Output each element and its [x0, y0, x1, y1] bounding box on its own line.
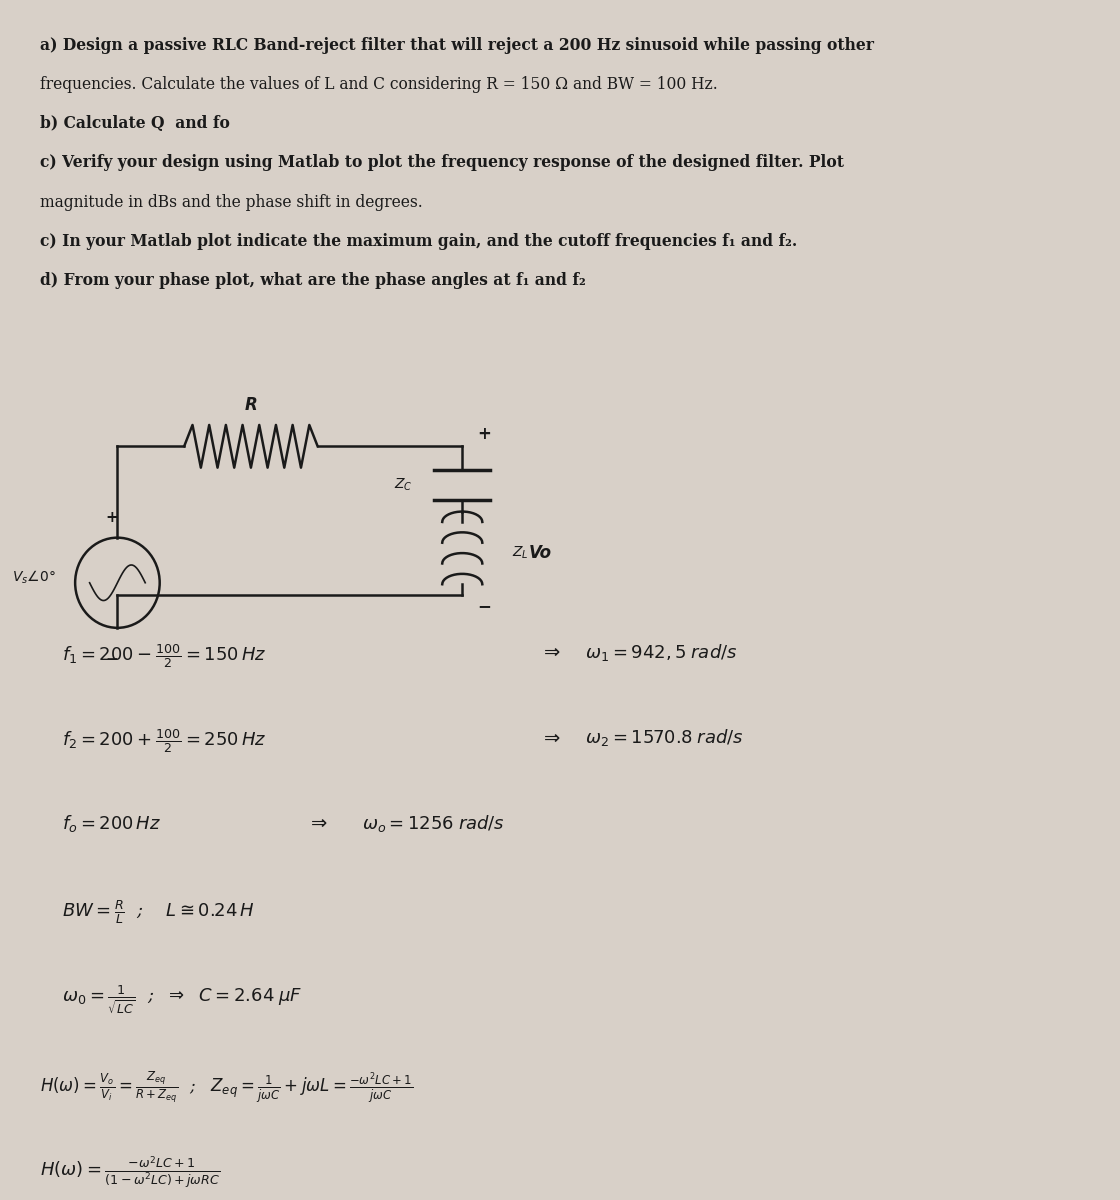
Text: $f_o = 200\,Hz$: $f_o = 200\,Hz$ [62, 812, 161, 834]
Text: $\Rightarrow$: $\Rightarrow$ [540, 727, 561, 746]
Text: $f_2= 200 + \frac{100}{2} = 250\,Hz$: $f_2= 200 + \frac{100}{2} = 250\,Hz$ [62, 727, 267, 755]
Text: $H(\omega) = \frac{-\omega^2 LC + 1}{(1 - \omega^2 LC) + j\omega RC}$: $H(\omega) = \frac{-\omega^2 LC + 1}{(1 … [39, 1154, 220, 1192]
Text: $\omega_2 = 1570.8\;rad/s$: $\omega_2 = 1570.8\;rad/s$ [585, 727, 744, 749]
Text: Vo: Vo [529, 544, 552, 562]
Text: $Z_L$: $Z_L$ [512, 545, 529, 562]
Text: −: − [105, 653, 119, 667]
Text: $BW = \frac{R}{L}$  ;    $L \cong 0.24\,H$: $BW = \frac{R}{L}$ ; $L \cong 0.24\,H$ [62, 899, 254, 926]
Text: $f_1= 200 - \frac{100}{2} = 150\,Hz$: $f_1= 200 - \frac{100}{2} = 150\,Hz$ [62, 642, 267, 670]
Text: c) In your Matlab plot indicate the maximum gain, and the cutoff frequencies f₁ : c) In your Matlab plot indicate the maxi… [39, 233, 796, 250]
Text: $\Rightarrow$: $\Rightarrow$ [540, 642, 561, 661]
Text: $\omega_o = 1256\;rad/s$: $\omega_o = 1256\;rad/s$ [362, 812, 505, 834]
Text: −: − [477, 598, 492, 616]
Text: magnitude in dBs and the phase shift in degrees.: magnitude in dBs and the phase shift in … [39, 193, 422, 210]
Text: +: + [477, 426, 492, 444]
Text: R: R [244, 396, 258, 414]
Text: $Z_C$: $Z_C$ [393, 476, 412, 493]
Text: frequencies. Calculate the values of L and C considering R = 150 Ω and BW = 100 : frequencies. Calculate the values of L a… [39, 76, 717, 94]
Text: $\omega_1 = 942,5\;rad/s$: $\omega_1 = 942,5\;rad/s$ [585, 642, 737, 664]
Text: $H(\omega) = \frac{V_o}{V_i} = \frac{Z_{eq}}{R + Z_{eq}}$  ;   $Z_{eq} = \frac{1: $H(\omega) = \frac{V_o}{V_i} = \frac{Z_{… [39, 1069, 412, 1105]
Text: $\omega_0 = \frac{1}{\sqrt{LC}}$  ;  $\Rightarrow$  $C = 2.64\;\mu F$: $\omega_0 = \frac{1}{\sqrt{LC}}$ ; $\Rig… [62, 984, 302, 1016]
Text: b) Calculate Q  and fo: b) Calculate Q and fo [39, 115, 230, 132]
Text: $\Rightarrow$: $\Rightarrow$ [307, 812, 328, 832]
Text: a) Design a passive RLC Band-reject filter that will reject a 200 Hz sinusoid wh: a) Design a passive RLC Band-reject filt… [39, 37, 874, 54]
Text: c) Verify your design using Matlab to plot the frequency response of the designe: c) Verify your design using Matlab to pl… [39, 155, 843, 172]
Text: d) From your phase plot, what are the phase angles at f₁ and f₂: d) From your phase plot, what are the ph… [39, 272, 586, 289]
Text: $V_s\angle 0°$: $V_s\angle 0°$ [12, 568, 56, 586]
Text: +: + [105, 510, 119, 524]
